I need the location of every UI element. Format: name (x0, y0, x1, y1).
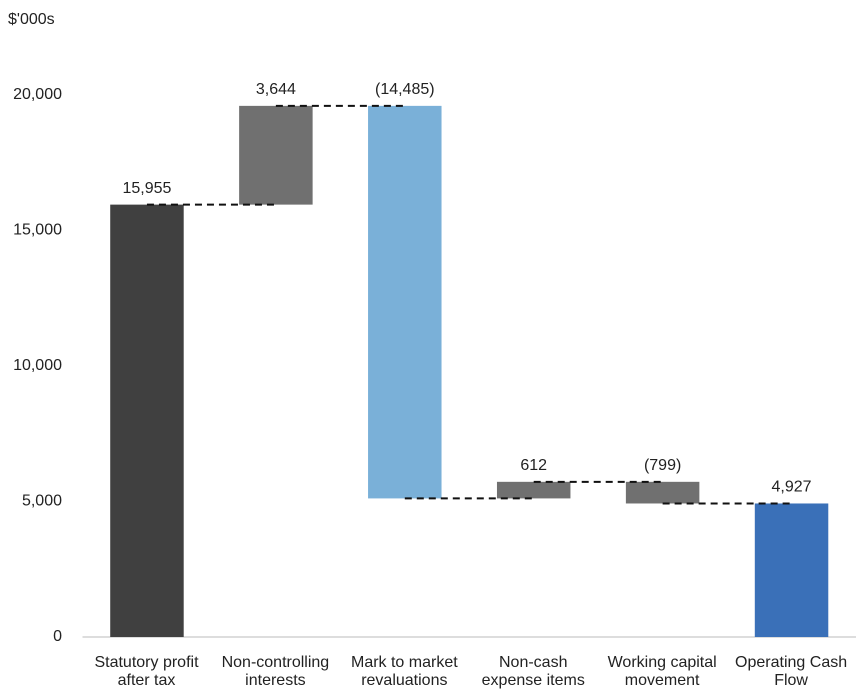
x-tick-label: Non-controlling interests (221, 654, 330, 689)
x-tick-label: Mark to market revaluations (350, 654, 458, 689)
bar (625, 481, 700, 504)
value-label: 4,927 (772, 479, 812, 496)
value-label: 3,644 (256, 81, 296, 98)
value-label: 15,955 (122, 180, 171, 197)
bar (754, 503, 829, 637)
y-tick-label: 10,000 (13, 357, 62, 374)
y-unit: $'000s (8, 11, 55, 28)
y-tick-label: 5,000 (22, 493, 62, 510)
bar (496, 481, 571, 499)
y-tick-label: 20,000 (13, 86, 62, 103)
bar (239, 105, 313, 205)
x-tick-label: Working capital movement (607, 654, 717, 689)
y-tick-label: 15,000 (13, 222, 62, 239)
bar (110, 204, 184, 637)
value-label: (799) (644, 457, 681, 474)
bar (368, 105, 442, 499)
x-tick-label: Operating Cash Flow (735, 654, 848, 689)
value-label: (14,485) (375, 81, 435, 98)
x-tick-label: Non-cash expense items (481, 654, 585, 689)
value-label: 612 (520, 457, 547, 474)
y-tick-label: 0 (53, 628, 62, 645)
x-tick-label: Statutory profit after tax (94, 654, 199, 689)
